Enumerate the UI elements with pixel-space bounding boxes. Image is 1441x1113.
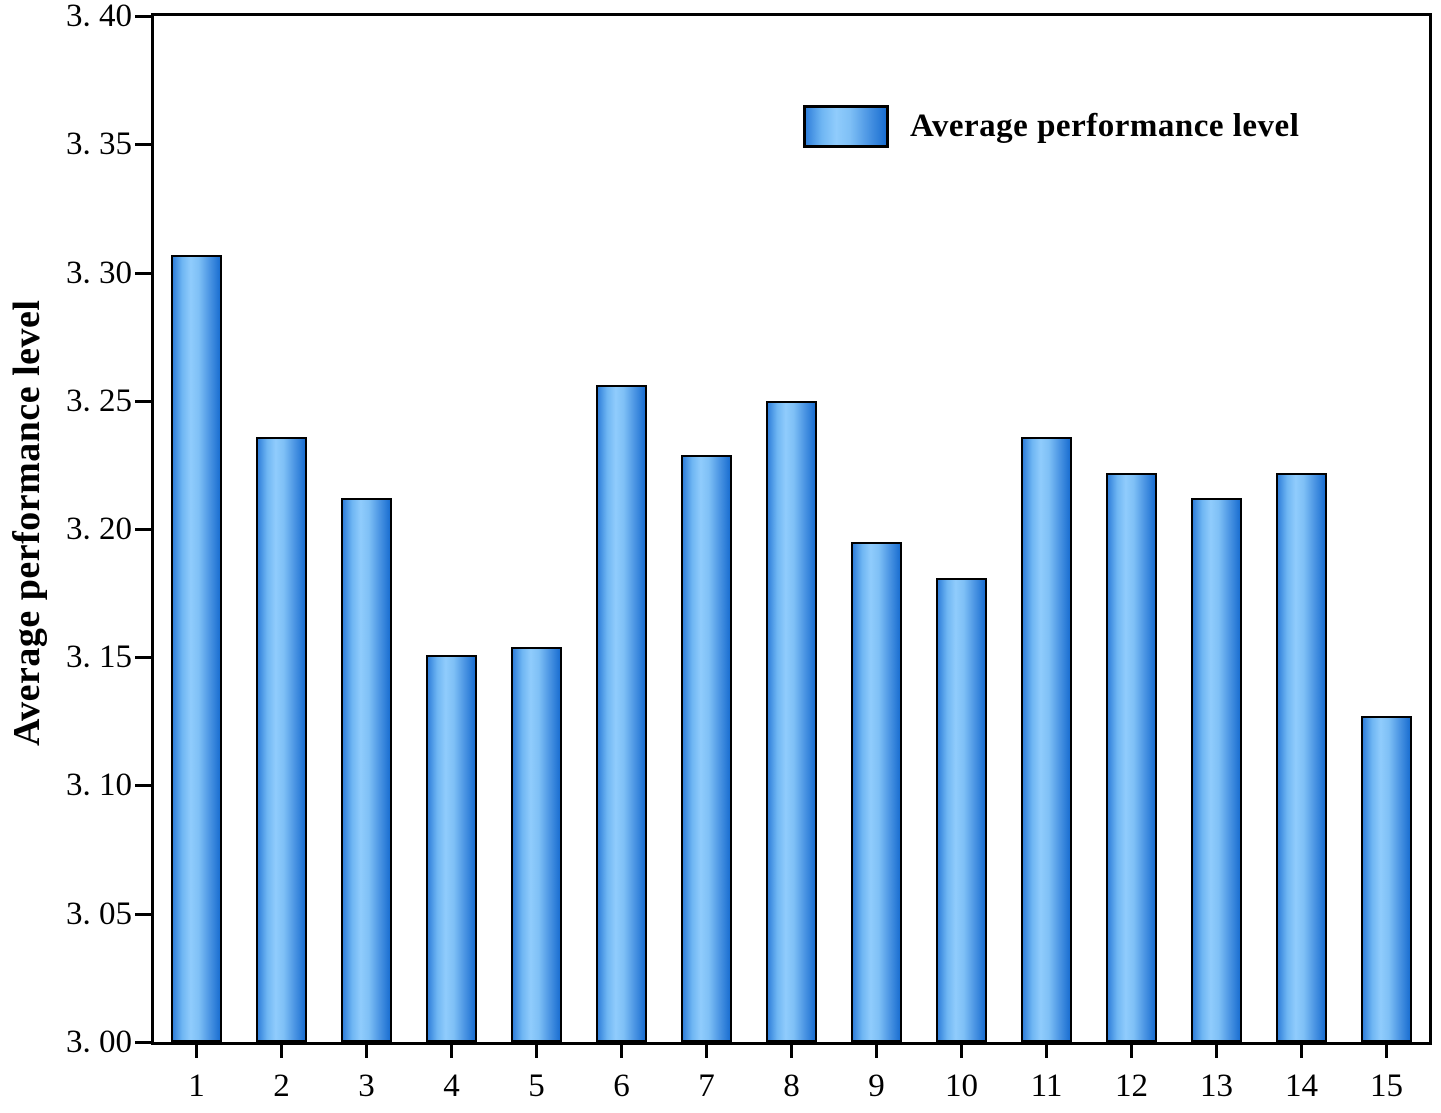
y-axis-tick: [135, 655, 151, 659]
x-axis-tick: [450, 1045, 453, 1058]
y-axis-tick: [135, 783, 151, 787]
x-axis-tick-label: 10: [945, 1068, 978, 1104]
bar: [426, 655, 477, 1042]
x-axis-tick-label: 15: [1370, 1068, 1403, 1104]
x-axis-tick: [1215, 1045, 1218, 1058]
legend-label: Average performance level: [910, 108, 1300, 144]
x-axis-tick-label: 2: [273, 1068, 290, 1104]
bar: [1276, 473, 1327, 1042]
x-axis-tick-label: 6: [613, 1068, 630, 1104]
y-axis-tick: [135, 142, 151, 146]
bar: [851, 542, 902, 1042]
bar: [1361, 716, 1412, 1042]
y-axis-tick: [135, 14, 151, 18]
y-axis-tick-label: 3. 00: [66, 1024, 132, 1060]
legend-swatch-icon: [803, 105, 889, 148]
bar: [596, 385, 647, 1042]
bar: [766, 401, 817, 1042]
x-axis-tick-label: 5: [528, 1068, 545, 1104]
legend: Average performance level: [803, 105, 1299, 148]
y-axis-tick-label: 3. 35: [66, 126, 132, 162]
bar: [511, 647, 562, 1042]
y-axis-tick: [135, 527, 151, 531]
x-axis-tick-label: 8: [783, 1068, 800, 1104]
y-axis-tick-label: 3. 10: [66, 767, 132, 803]
bar: [1021, 437, 1072, 1042]
x-axis-tick-label: 13: [1200, 1068, 1233, 1104]
x-axis-tick: [195, 1045, 198, 1058]
x-axis-tick: [790, 1045, 793, 1058]
x-axis-tick-label: 9: [868, 1068, 885, 1104]
x-axis-tick: [365, 1045, 368, 1058]
y-axis-tick-label: 3. 30: [66, 255, 132, 291]
x-axis-tick-label: 1: [188, 1068, 205, 1104]
x-axis-tick-label: 4: [443, 1068, 460, 1104]
x-axis-tick: [1130, 1045, 1133, 1058]
y-axis-tick-label: 3. 25: [66, 383, 132, 419]
y-axis-tick: [135, 912, 151, 916]
bar: [341, 498, 392, 1042]
x-axis-tick: [1045, 1045, 1048, 1058]
x-axis-tick: [535, 1045, 538, 1058]
x-axis-tick: [1385, 1045, 1388, 1058]
y-axis-tick: [135, 271, 151, 275]
plot-area: Average performance level 3. 00 3. 05 3. 1…: [66, 0, 1432, 1104]
x-axis-tick-label: 3: [358, 1068, 375, 1104]
x-axis-tick: [705, 1045, 708, 1058]
x-axis-tick-label: 7: [698, 1068, 715, 1104]
bar: [171, 255, 222, 1042]
y-axis-tick-label: 3. 05: [66, 896, 132, 932]
bar: [936, 578, 987, 1042]
x-axis-tick-label: 14: [1285, 1068, 1318, 1104]
bar: [1106, 473, 1157, 1042]
y-axis-tick-label: 3. 40: [66, 0, 132, 34]
x-axis-tick: [280, 1045, 283, 1058]
x-axis-tick: [960, 1045, 963, 1058]
x-axis-tick-label: 11: [1030, 1068, 1063, 1104]
x-axis-tick: [620, 1045, 623, 1058]
y-axis-tick-label: 3. 15: [66, 639, 132, 675]
x-axis-tick-label: 12: [1115, 1068, 1148, 1104]
x-axis-tick: [1300, 1045, 1303, 1058]
bar: [256, 437, 307, 1042]
y-axis-tick: [135, 399, 151, 403]
y-axis-tick-label: 3. 20: [66, 511, 132, 547]
bar: [681, 455, 732, 1042]
x-axis-tick: [875, 1045, 878, 1058]
bar: [1191, 498, 1242, 1042]
y-axis-tick: [135, 1040, 151, 1044]
